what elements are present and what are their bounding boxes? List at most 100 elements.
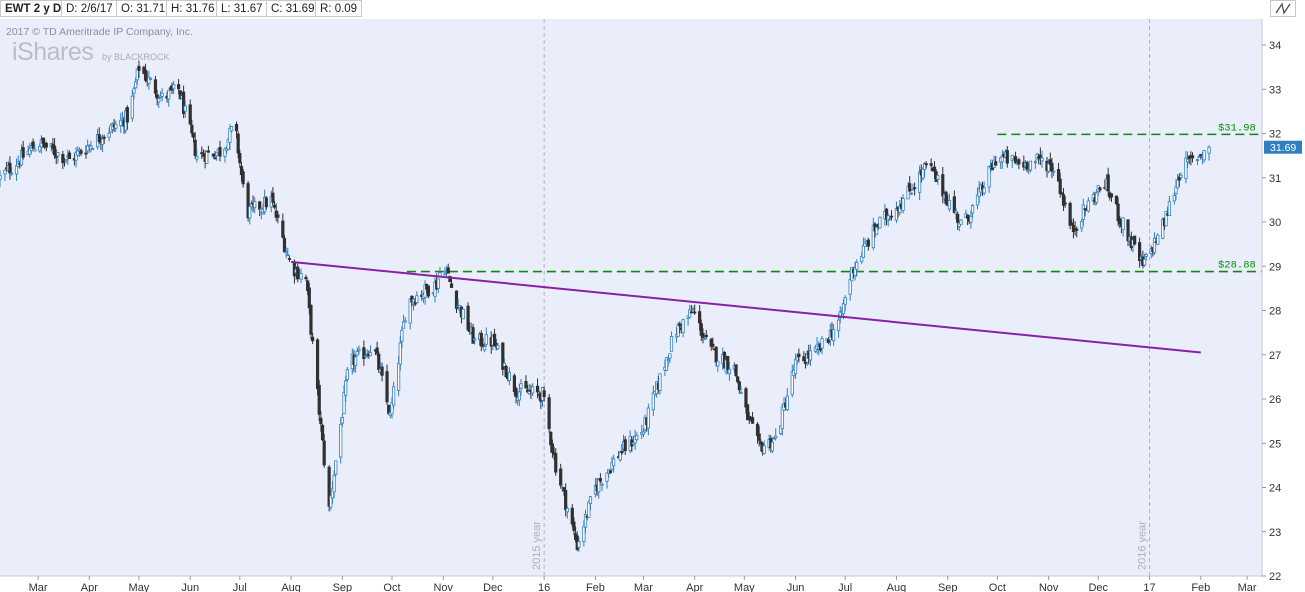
x-tick-label: Mar <box>29 582 48 592</box>
drawing-tool-button[interactable] <box>1270 0 1296 17</box>
candle-up <box>577 541 581 548</box>
candle-down <box>292 261 297 277</box>
candle-up <box>397 363 401 391</box>
candle-up <box>1156 234 1160 245</box>
candle-up <box>795 356 799 361</box>
candle-up <box>502 362 507 367</box>
candle-up <box>1207 146 1211 154</box>
candle-up <box>969 215 973 223</box>
candle-up <box>1174 186 1178 194</box>
candle-up <box>820 338 824 349</box>
candle-down <box>1025 162 1029 170</box>
copyright-text: 2017 © TD Ameritrade IP Company, Inc. <box>6 26 193 38</box>
candle-up <box>855 261 859 270</box>
candle-up <box>3 169 7 175</box>
candle-up <box>641 431 646 435</box>
candle-up <box>848 279 852 295</box>
candle-down <box>236 133 240 154</box>
candle-down <box>929 163 933 166</box>
candle-down <box>1190 155 1195 159</box>
candle-down <box>211 153 215 157</box>
candle-down <box>327 466 331 507</box>
candle-down <box>598 478 603 482</box>
candle-up <box>299 273 303 280</box>
candle-up <box>496 344 500 350</box>
x-tick-label: May <box>734 582 755 592</box>
candle-down <box>218 147 222 157</box>
candle-up <box>1121 217 1125 231</box>
candle-down <box>309 304 313 335</box>
candle-up <box>91 148 95 150</box>
candle-down <box>678 323 682 327</box>
y-tick-label: 27 <box>1269 350 1281 362</box>
candle-down <box>1126 219 1130 242</box>
candle-up <box>253 201 257 209</box>
candle-up <box>1197 156 1201 158</box>
candle-up <box>1185 158 1190 163</box>
candle-up <box>716 360 720 367</box>
candle-up <box>339 424 343 458</box>
y-tick-label: 34 <box>1269 40 1281 52</box>
candle-down <box>908 183 912 192</box>
candle-up <box>909 192 913 195</box>
candle-up <box>33 148 37 152</box>
candle-up <box>875 227 879 235</box>
symbol-label[interactable]: EWT 2 y D <box>0 0 67 17</box>
candle-up <box>224 148 229 152</box>
candle-up <box>286 254 290 257</box>
plot-area[interactable] <box>0 19 1262 576</box>
candle-up <box>400 329 404 342</box>
candle-up <box>195 156 199 160</box>
x-tick-label: Jun <box>787 582 805 592</box>
candle-down <box>701 332 705 338</box>
candle-up <box>340 416 344 424</box>
candle-up <box>183 105 187 112</box>
candle-up <box>669 336 674 352</box>
candle-up <box>401 321 406 329</box>
candle-up <box>1172 195 1176 202</box>
candle-up <box>911 188 915 191</box>
candle-down <box>559 468 563 486</box>
candle-down <box>264 197 268 208</box>
candle-down <box>726 356 730 371</box>
candle-down <box>572 521 576 531</box>
candle-down <box>481 344 485 347</box>
y-tick-label: 31 <box>1269 173 1281 185</box>
candle-up <box>921 168 925 179</box>
candle-up <box>107 132 111 138</box>
year-separator-label: 2016 year <box>1137 521 1149 570</box>
x-tick-label: Jul <box>233 582 247 592</box>
candle-up <box>668 353 672 359</box>
candle-down <box>276 214 280 218</box>
candle-up <box>658 373 662 391</box>
candle-down <box>952 196 956 213</box>
candle-up <box>785 395 789 411</box>
candle-up <box>1202 150 1206 161</box>
candle-down <box>623 439 627 452</box>
candle-down <box>304 276 308 280</box>
candle-up <box>1028 160 1033 171</box>
candle-down <box>206 150 211 153</box>
y-tick-label: 33 <box>1269 84 1281 96</box>
candle-down <box>620 451 624 454</box>
x-tick-label: Feb <box>1191 582 1210 592</box>
candle-up <box>408 298 412 324</box>
candle-down <box>471 327 475 344</box>
candle-up <box>1176 179 1180 189</box>
candle-down <box>693 311 697 314</box>
candle-up <box>398 342 402 365</box>
candle-down <box>1116 203 1120 222</box>
x-tick-label: 17 <box>1143 582 1155 592</box>
candle-up <box>762 445 766 454</box>
x-tick-label: Oct <box>989 582 1006 592</box>
candle-up <box>167 89 171 100</box>
x-tick-label: Apr <box>81 582 98 592</box>
candle-up <box>982 187 986 194</box>
open-readout: O: 31.71 <box>116 0 171 17</box>
candle-up <box>1152 237 1157 253</box>
candle-up <box>436 278 440 289</box>
candle-down <box>67 152 72 160</box>
x-tick-label: 16 <box>538 582 550 592</box>
candle-up <box>770 441 775 452</box>
